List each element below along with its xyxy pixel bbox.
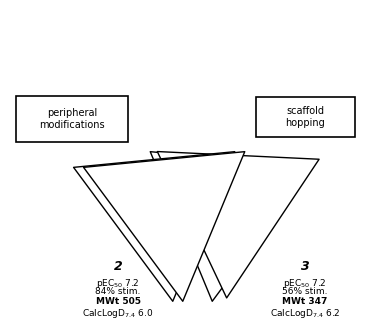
Text: 1: 1 — [189, 171, 197, 184]
FancyBboxPatch shape — [16, 96, 128, 142]
Text: scaffold
hopping: scaffold hopping — [285, 106, 325, 128]
FancyBboxPatch shape — [256, 97, 355, 137]
Text: CalcLogD$_{7.4}$ 6.0: CalcLogD$_{7.4}$ 6.0 — [82, 307, 154, 320]
Text: MWt 505: MWt 505 — [95, 297, 141, 306]
Text: CalcLogD$_{7.4}$ 6.2: CalcLogD$_{7.4}$ 6.2 — [270, 307, 340, 320]
Text: 56% stim.: 56% stim. — [282, 287, 328, 296]
Text: pEC$_{50}$ 7.2: pEC$_{50}$ 7.2 — [283, 277, 327, 290]
Text: 2: 2 — [113, 261, 122, 273]
Text: pEC$_{50}$ 7.2: pEC$_{50}$ 7.2 — [96, 277, 140, 290]
Text: 84% stim.: 84% stim. — [95, 287, 141, 296]
Text: peripheral
modifications: peripheral modifications — [39, 108, 105, 130]
Text: MWt 347: MWt 347 — [282, 297, 328, 306]
Text: 3: 3 — [301, 261, 309, 273]
